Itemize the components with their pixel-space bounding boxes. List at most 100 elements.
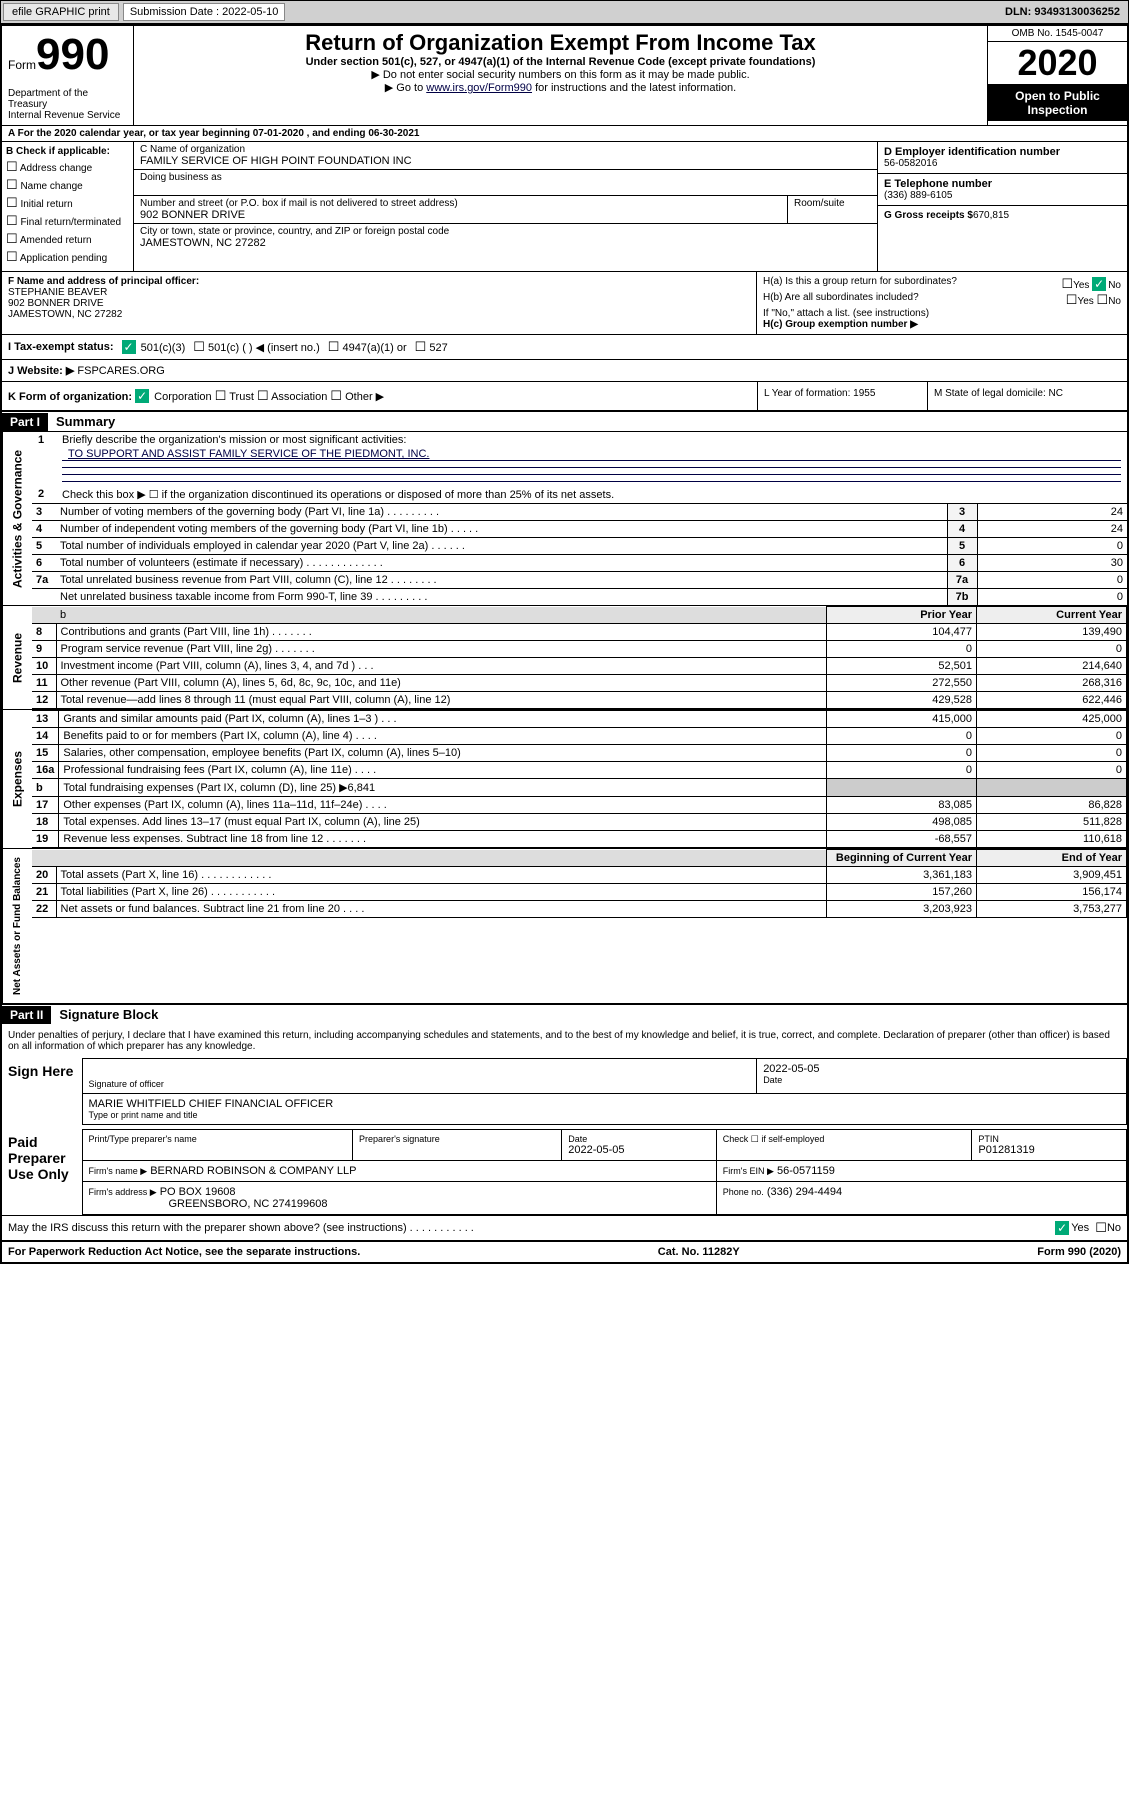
vlabel-expenses: Expenses bbox=[2, 710, 32, 848]
row-val: 0 bbox=[977, 538, 1127, 555]
open-inspection: Open to Public Inspection bbox=[988, 85, 1127, 121]
row-cy: 0 bbox=[977, 745, 1127, 762]
discuss-question: May the IRS discuss this return with the… bbox=[8, 1222, 1055, 1234]
row-num: 6 bbox=[32, 555, 56, 572]
box-b: B Check if applicable: ☐ Address change … bbox=[2, 142, 134, 271]
row-num: 20 bbox=[32, 867, 56, 884]
cb-corp[interactable]: ✓ bbox=[135, 389, 149, 403]
year-formation: L Year of formation: 1955 bbox=[757, 382, 927, 410]
row-num: 19 bbox=[32, 831, 59, 848]
discuss-no[interactable]: ☐ bbox=[1095, 1220, 1107, 1236]
firm-addr2: GREENSBORO, NC 274199608 bbox=[89, 1198, 328, 1210]
row-desc: Total number of individuals employed in … bbox=[56, 538, 947, 555]
row-num: b bbox=[32, 779, 59, 797]
line1-text: Briefly describe the organization's miss… bbox=[62, 434, 1121, 446]
revenue-table: bPrior YearCurrent Year 8Contributions a… bbox=[32, 606, 1127, 709]
tax-year: 2020 bbox=[988, 42, 1127, 85]
cb-final[interactable]: ☐ Final return/terminated bbox=[6, 213, 129, 229]
officer-label: F Name and address of principal officer: bbox=[8, 276, 199, 287]
end-year-hdr: End of Year bbox=[977, 850, 1127, 867]
row-num: 7a bbox=[32, 572, 56, 589]
row-cy: 511,828 bbox=[977, 814, 1127, 831]
cb-501c3[interactable]: ✓ bbox=[122, 340, 136, 354]
omb-number: OMB No. 1545-0047 bbox=[988, 26, 1127, 42]
efile-button[interactable]: efile GRAPHIC print bbox=[3, 3, 119, 21]
cb-4947[interactable]: ☐ bbox=[328, 339, 340, 354]
firm-label: Firm's name ▶ bbox=[89, 1166, 148, 1176]
row-desc: Salaries, other compensation, employee b… bbox=[59, 745, 827, 762]
row-cy: 139,490 bbox=[977, 624, 1127, 641]
row-desc: Number of voting members of the governin… bbox=[56, 504, 947, 521]
department: Department of the Treasury Internal Reve… bbox=[8, 88, 127, 121]
cb-name[interactable]: ☐ Name change bbox=[6, 177, 129, 193]
ha-yes[interactable]: ☐ bbox=[1061, 276, 1073, 291]
irs-link[interactable]: www.irs.gov/Form990 bbox=[426, 82, 532, 94]
row-py: 0 bbox=[827, 728, 977, 745]
part1-title: Summary bbox=[48, 412, 123, 431]
row-box: 3 bbox=[947, 504, 977, 521]
ha-no-checked[interactable]: ✓ bbox=[1092, 277, 1106, 291]
sig-date: 2022-05-05 bbox=[763, 1063, 1120, 1075]
row-desc: Contributions and grants (Part VIII, lin… bbox=[56, 624, 827, 641]
row-val: 30 bbox=[977, 555, 1127, 572]
hb-yes[interactable]: ☐ bbox=[1066, 292, 1078, 307]
row-cy: 3,753,277 bbox=[977, 901, 1127, 918]
row-num: 18 bbox=[32, 814, 59, 831]
cb-initial[interactable]: ☐ Initial return bbox=[6, 195, 129, 211]
row-cy: 0 bbox=[977, 728, 1127, 745]
row-py: 3,203,923 bbox=[827, 901, 977, 918]
city-label: City or town, state or province, country… bbox=[140, 226, 871, 237]
begin-year-hdr: Beginning of Current Year bbox=[827, 850, 977, 867]
hb-no[interactable]: ☐ bbox=[1097, 292, 1109, 307]
row-cy: 0 bbox=[977, 641, 1127, 658]
cb-other[interactable]: ☐ bbox=[330, 388, 342, 403]
row-desc: Total liabilities (Part X, line 26) . . … bbox=[56, 884, 827, 901]
row-val: 0 bbox=[977, 572, 1127, 589]
row-box: 7b bbox=[947, 589, 977, 606]
ptin: P01281319 bbox=[978, 1144, 1120, 1156]
website-value: FSPCARES.ORG bbox=[77, 365, 164, 377]
hb-note: If "No," attach a list. (see instruction… bbox=[763, 308, 1121, 319]
row-py: 272,550 bbox=[827, 675, 977, 692]
topbar: efile GRAPHIC print Submission Date : 20… bbox=[0, 0, 1129, 24]
row-num: 11 bbox=[32, 675, 56, 692]
row-cy bbox=[977, 779, 1127, 797]
telephone: (336) 889-6105 bbox=[884, 190, 1121, 201]
row-desc: Program service revenue (Part VIII, line… bbox=[56, 641, 827, 658]
row-num: 12 bbox=[32, 692, 56, 709]
row-desc: Investment income (Part VIII, column (A)… bbox=[56, 658, 827, 675]
row-num: 10 bbox=[32, 658, 56, 675]
row-py: 83,085 bbox=[827, 797, 977, 814]
cb-address[interactable]: ☐ Address change bbox=[6, 159, 129, 175]
cb-pending[interactable]: ☐ Application pending bbox=[6, 249, 129, 265]
tel-label: E Telephone number bbox=[884, 178, 1121, 190]
row-py: 415,000 bbox=[827, 711, 977, 728]
cb-527[interactable]: ☐ bbox=[415, 339, 427, 354]
prep-date: 2022-05-05 bbox=[568, 1144, 710, 1156]
cb-501c[interactable]: ☐ bbox=[193, 339, 205, 354]
row-desc: Professional fundraising fees (Part IX, … bbox=[59, 762, 827, 779]
row-cy: 156,174 bbox=[977, 884, 1127, 901]
row-cy: 110,618 bbox=[977, 831, 1127, 848]
vlabel-net: Net Assets or Fund Balances bbox=[2, 849, 32, 1003]
form-word: Form bbox=[8, 58, 36, 72]
row-desc: Total expenses. Add lines 13–17 (must eq… bbox=[59, 814, 827, 831]
firm-addr-label: Firm's address ▶ bbox=[89, 1187, 157, 1197]
row-val: 24 bbox=[977, 504, 1127, 521]
discuss-yes[interactable]: ✓ bbox=[1055, 1221, 1069, 1235]
cb-assoc[interactable]: ☐ bbox=[257, 388, 269, 403]
officer-addr1: 902 BONNER DRIVE bbox=[8, 298, 750, 309]
row-desc: Total fundraising expenses (Part IX, col… bbox=[59, 779, 827, 797]
row-box: 6 bbox=[947, 555, 977, 572]
row-cy: 268,316 bbox=[977, 675, 1127, 692]
vlabel-governance: Activities & Governance bbox=[2, 432, 32, 605]
row-cy: 0 bbox=[977, 762, 1127, 779]
row-num: 14 bbox=[32, 728, 59, 745]
vlabel-revenue: Revenue bbox=[2, 606, 32, 709]
website-label: J Website: ▶ bbox=[8, 365, 74, 377]
cb-amended[interactable]: ☐ Amended return bbox=[6, 231, 129, 247]
row-desc: Net assets or fund balances. Subtract li… bbox=[56, 901, 827, 918]
row-num bbox=[32, 589, 56, 606]
cb-trust[interactable]: ☐ bbox=[215, 388, 227, 403]
box-b-title: B Check if applicable: bbox=[6, 146, 110, 157]
